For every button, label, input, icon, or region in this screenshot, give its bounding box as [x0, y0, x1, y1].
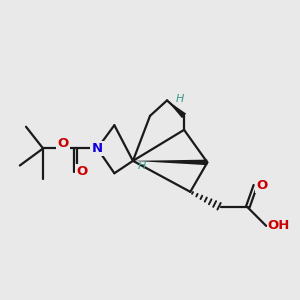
Text: O: O [256, 179, 268, 192]
Text: O: O [58, 137, 69, 150]
Text: O: O [77, 165, 88, 178]
Polygon shape [133, 160, 207, 165]
Text: OH: OH [268, 219, 290, 232]
Text: H: H [138, 161, 146, 171]
Text: N: N [92, 142, 103, 155]
Polygon shape [167, 100, 186, 118]
Text: H: H [176, 94, 184, 104]
